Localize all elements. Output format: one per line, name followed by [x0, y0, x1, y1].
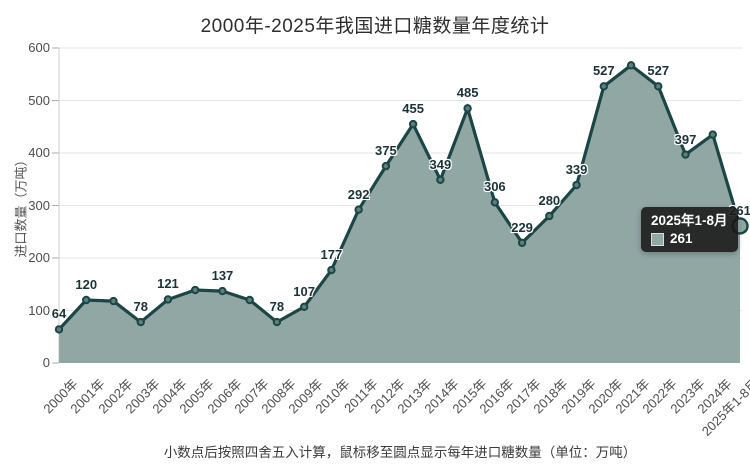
- data-point[interactable]: [163, 295, 173, 304]
- footer-note: 小数点后按照四舍五入计算，鼠标移至圆点显示每年进口糖数量（单位：万吨）: [163, 445, 637, 460]
- data-point[interactable]: [408, 119, 418, 129]
- tooltip-series-swatch: [651, 232, 664, 246]
- chart-title: 2000年-2025年我国进口糖数量年度统计: [200, 16, 550, 37]
- data-point[interactable]: [463, 104, 472, 113]
- data-point[interactable]: [626, 61, 636, 70]
- tooltip-title: 2025年1-8月: [651, 213, 728, 228]
- data-point[interactable]: [136, 317, 145, 327]
- data-point[interactable]: [654, 82, 663, 91]
- data-point[interactable]: [381, 161, 391, 171]
- area-fill: [59, 65, 740, 364]
- data-point[interactable]: [327, 265, 336, 275]
- data-point[interactable]: [572, 180, 581, 190]
- data-point[interactable]: [191, 285, 200, 295]
- series-line: [57, 63, 742, 331]
- data-point[interactable]: [82, 295, 91, 305]
- data-point[interactable]: [708, 130, 717, 139]
- data-point[interactable]: [490, 198, 500, 207]
- data-point[interactable]: [436, 175, 445, 184]
- data-point[interactable]: [54, 325, 64, 334]
- data-point[interactable]: [545, 211, 554, 221]
- data-point[interactable]: [599, 82, 608, 91]
- tooltip-value: 261: [670, 231, 693, 246]
- data-point[interactable]: [218, 286, 227, 296]
- data-point[interactable]: [299, 302, 309, 312]
- data-point[interactable]: [354, 205, 363, 214]
- data-point[interactable]: [681, 150, 690, 159]
- tooltip-row: 261: [651, 232, 728, 246]
- data-point[interactable]: [245, 295, 254, 305]
- data-point[interactable]: [272, 317, 282, 327]
- tooltip: 2025年1-8月 261: [641, 207, 738, 252]
- data-point[interactable]: [109, 296, 118, 306]
- data-point[interactable]: [517, 238, 527, 247]
